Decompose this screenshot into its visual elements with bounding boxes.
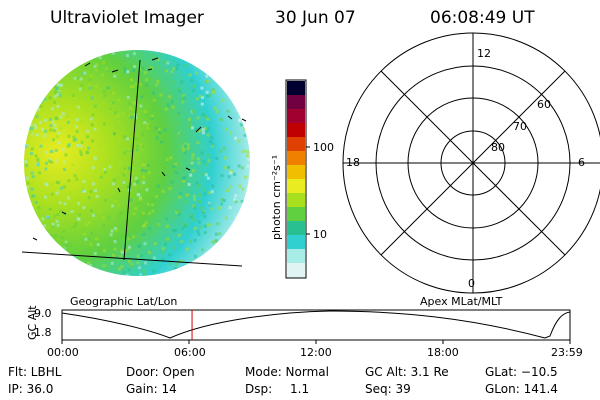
mlt-label-18: 18	[346, 156, 360, 169]
colorbar-band	[287, 235, 305, 250]
info-mode: Mode: Normal	[245, 365, 329, 379]
colorbar-band	[287, 95, 305, 110]
time-tick-0000: 00:00	[47, 346, 79, 359]
meridian-line	[123, 59, 141, 261]
altitude-curve	[61, 310, 571, 339]
polar-grid	[342, 32, 600, 294]
timeline-ticks	[61, 340, 571, 344]
info-gain: Gain: 14	[126, 382, 177, 396]
timeline-left-title: Geographic Lat/Lon	[70, 295, 178, 308]
info-seq: Seq: 39	[365, 382, 411, 396]
colorbar-tick-10: 10	[313, 228, 327, 241]
lat-label-60: 60	[537, 98, 551, 111]
colorbar-band	[287, 81, 305, 96]
mlt-label-0: 0	[468, 277, 475, 290]
colorbar-band	[287, 207, 305, 222]
mlt-label-12: 12	[477, 47, 491, 60]
info-glat: GLat: −10.5	[485, 365, 558, 379]
time-tick-1200: 12:00	[300, 346, 332, 359]
colorbar-band	[287, 249, 305, 264]
colorbar-band	[287, 263, 305, 278]
colorbar-unit-label: photon cm⁻²s⁻¹	[270, 154, 283, 240]
time-tick-0600: 06:00	[174, 346, 206, 359]
colorbar-band	[287, 193, 305, 208]
colorbar-band	[287, 179, 305, 194]
date-label: 30 Jun 07	[275, 8, 356, 28]
info-dsp-value: 1.1	[290, 382, 310, 396]
colorbar-band	[287, 109, 305, 124]
lat-label-70: 70	[513, 120, 527, 133]
time-label: 06:08:49 UT	[430, 8, 535, 28]
mlt-label-6: 6	[578, 156, 585, 169]
colorbar-tick-100: 100	[313, 141, 334, 154]
lat-label-80: 80	[491, 141, 505, 154]
colorbar-band	[287, 221, 305, 236]
info-filter: Flt: LBHL	[8, 365, 62, 379]
timeline-ytick-top: 9.0	[34, 307, 52, 320]
colorbar-band	[287, 137, 305, 152]
colorbar-band	[287, 123, 305, 138]
info-gc-alt: GC Alt: 3.1 Re	[365, 365, 449, 379]
coastline-fragments	[32, 57, 247, 241]
instrument-title: Ultraviolet Imager	[50, 8, 204, 28]
info-door: Door: Open	[126, 365, 195, 379]
time-tick-2359: 23:59	[551, 346, 583, 359]
timeline-right-title: Apex MLat/MLT	[420, 295, 503, 308]
time-tick-1800: 18:00	[427, 346, 459, 359]
timeline-plot	[61, 309, 571, 344]
info-glon: GLon: 141.4	[485, 382, 558, 396]
colorbar-band	[287, 151, 305, 166]
color-bar	[285, 79, 310, 279]
info-dsp-label: Dsp:	[245, 382, 273, 396]
info-ip: IP: 36.0	[8, 382, 54, 396]
colorbar-band	[287, 165, 305, 180]
timeline-ytick-bottom: 1.8	[34, 326, 52, 339]
earth-disk-image	[21, 50, 250, 276]
latitude-line	[21, 251, 243, 267]
